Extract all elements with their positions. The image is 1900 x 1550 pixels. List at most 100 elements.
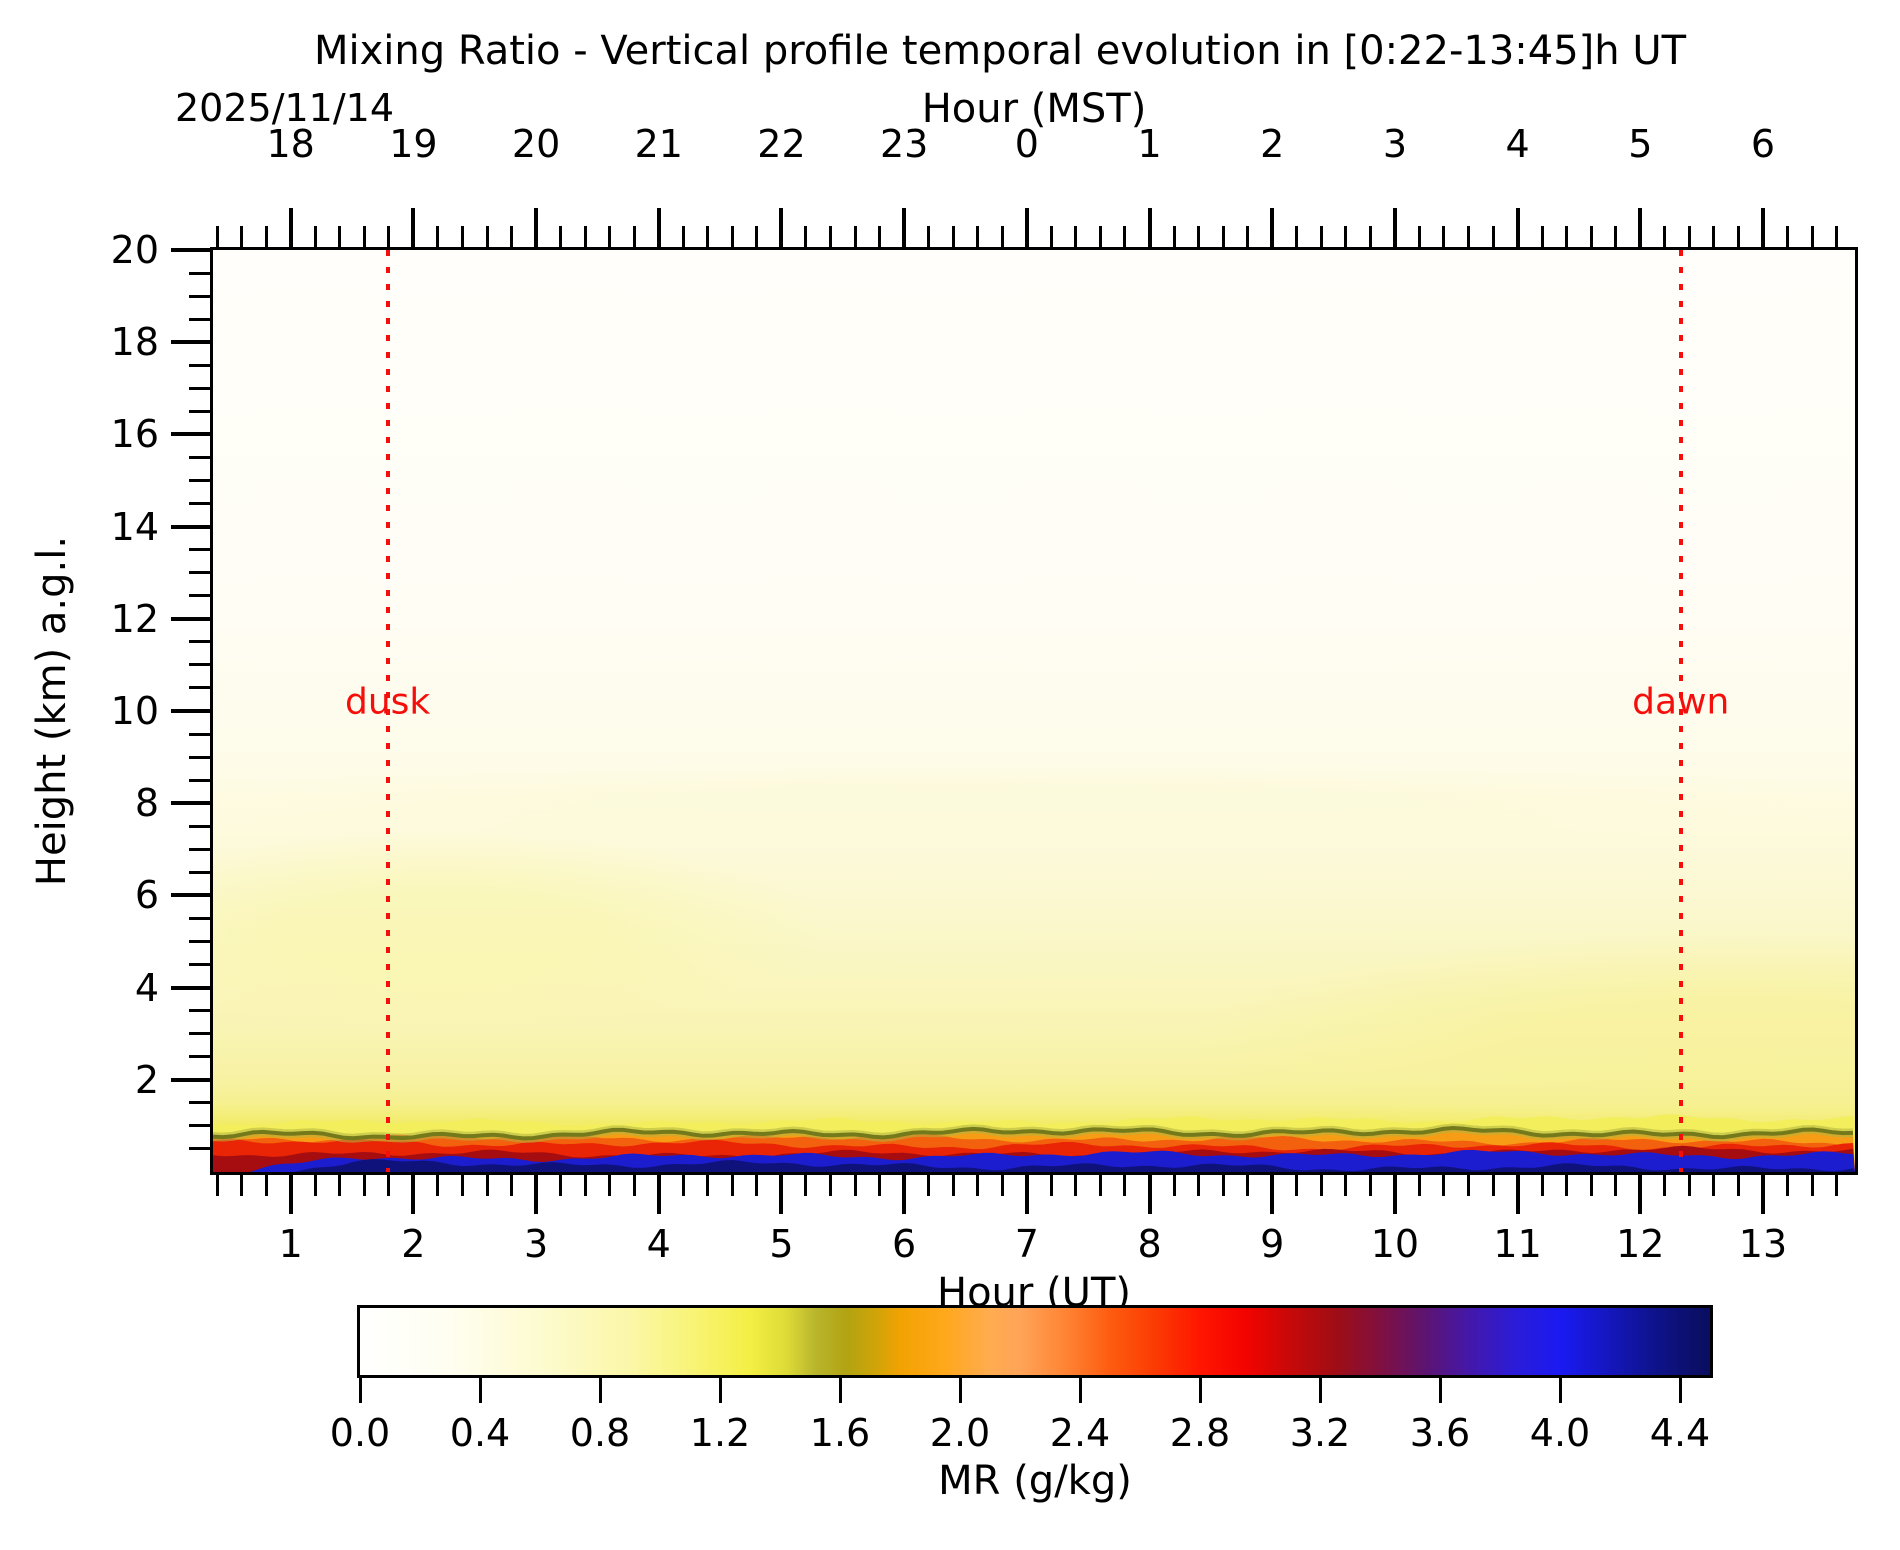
top-axis-minor-tick: [583, 226, 587, 250]
date-label: 2025/11/14: [175, 86, 395, 130]
x-axis-tick-label: 10: [1370, 1222, 1420, 1266]
x-axis-tick-label: 2: [401, 1222, 426, 1266]
x-axis-minor-tick: [1835, 1172, 1839, 1196]
x-axis-minor-tick: [1540, 1172, 1544, 1196]
x-axis-major-tick: [1147, 1172, 1152, 1214]
x-axis-minor-tick: [1368, 1172, 1372, 1196]
top-axis-minor-tick: [1712, 226, 1716, 250]
x-axis-minor-tick: [338, 1172, 342, 1196]
x-axis-major-tick: [1760, 1172, 1765, 1214]
top-axis-tick-label: 5: [1628, 122, 1653, 166]
heatmap-plot-area: dusk dawn: [210, 247, 1858, 1175]
y-axis-minor-tick: [189, 1009, 213, 1013]
top-axis-minor-tick: [632, 226, 636, 250]
top-axis-minor-tick: [1786, 226, 1790, 250]
y-axis-label: Height (km) a.g.l.: [29, 535, 75, 887]
top-axis-minor-tick: [951, 226, 955, 250]
colorbar-tick: [1558, 1375, 1562, 1403]
x-axis-minor-tick: [1663, 1172, 1667, 1196]
x-axis-minor-tick: [1442, 1172, 1446, 1196]
y-axis-major-tick: [171, 524, 213, 529]
y-axis-minor-tick: [189, 732, 213, 736]
chart-title: Mixing Ratio - Vertical profile temporal…: [313, 28, 1687, 74]
top-axis-minor-tick: [1687, 226, 1691, 250]
colorbar-tick: [958, 1375, 962, 1403]
top-axis-tick-label: 19: [389, 122, 438, 166]
haze-overlay: [213, 250, 1855, 1172]
top-axis-minor-tick: [681, 226, 685, 250]
dusk-label: dusk: [344, 681, 431, 723]
top-axis-minor-tick: [1614, 226, 1618, 250]
colorbar-tick: [358, 1375, 362, 1403]
y-axis-tick-label: 4: [134, 965, 159, 1010]
top-axis-minor-tick: [1049, 226, 1053, 250]
top-axis-minor-tick: [878, 226, 882, 250]
x-axis-minor-tick: [829, 1172, 833, 1196]
top-axis-minor-tick: [1319, 226, 1323, 250]
top-axis-major-tick: [1392, 208, 1397, 250]
y-axis-minor-tick: [189, 963, 213, 967]
top-axis-minor-tick: [804, 226, 808, 250]
top-axis-minor-tick: [1442, 226, 1446, 250]
y-axis-minor-tick: [189, 824, 213, 828]
colorbar-tick: [718, 1375, 722, 1403]
x-axis-minor-tick: [951, 1172, 955, 1196]
top-axis-minor-tick: [1589, 226, 1593, 250]
top-axis-minor-tick: [436, 226, 440, 250]
x-axis-minor-tick: [559, 1172, 563, 1196]
x-axis-major-tick: [656, 1172, 661, 1214]
y-axis-minor-tick: [189, 409, 213, 413]
colorbar-tick-label: 0.4: [449, 1411, 511, 1455]
top-axis-minor-tick: [1246, 226, 1250, 250]
x-axis-minor-tick: [1810, 1172, 1814, 1196]
top-axis-minor-tick: [1736, 226, 1740, 250]
x-axis-minor-tick: [1000, 1172, 1004, 1196]
top-axis-minor-tick: [1663, 226, 1667, 250]
y-axis-minor-tick: [189, 1147, 213, 1151]
x-axis-major-tick: [1638, 1172, 1643, 1214]
y-axis-minor-tick: [189, 571, 213, 575]
y-axis-minor-tick: [189, 916, 213, 920]
y-axis-minor-tick: [189, 479, 213, 482]
x-axis-minor-tick: [608, 1172, 612, 1196]
x-axis-minor-tick: [1712, 1172, 1716, 1196]
top-axis-minor-tick: [853, 226, 857, 250]
colorbar-tick-label: 3.6: [1409, 1411, 1471, 1455]
colorbar-tick-label: 4.0: [1529, 1411, 1591, 1455]
dawn-line: [1678, 250, 1683, 1172]
surface-moisture-bands: [213, 1114, 1855, 1172]
surface-band-path: [213, 1125, 1854, 1141]
x-axis-tick-label: 5: [769, 1222, 794, 1266]
top-axis-tick-label: 22: [757, 122, 806, 166]
top-axis-tick-label: 0: [1014, 122, 1039, 166]
x-axis-minor-tick: [215, 1172, 219, 1196]
colorbar-label: MR (g/kg): [938, 1458, 1132, 1504]
top-axis-tick-label: 4: [1505, 122, 1530, 166]
top-axis-minor-tick: [460, 226, 464, 250]
top-axis-minor-tick: [1810, 226, 1814, 250]
colorbar-tick: [1078, 1375, 1082, 1403]
top-axis-minor-tick: [1344, 226, 1348, 250]
y-axis-minor-tick: [189, 502, 213, 506]
colorbar-tick: [598, 1375, 602, 1403]
top-axis-tick-label: 23: [879, 122, 929, 166]
y-axis-major-tick: [171, 709, 213, 713]
top-axis-minor-tick: [706, 226, 710, 250]
colorbar-tick-label: 3.2: [1289, 1411, 1351, 1455]
y-axis-minor-tick: [189, 548, 213, 552]
x-axis-tick-label: 13: [1738, 1222, 1788, 1266]
top-axis-minor-tick: [362, 226, 366, 250]
top-axis-major-tick: [1270, 208, 1275, 250]
x-axis-minor-tick: [1074, 1172, 1078, 1196]
top-axis-minor-tick: [1491, 226, 1495, 250]
top-axis-minor-tick: [264, 226, 268, 250]
top-axis-minor-tick: [927, 226, 931, 250]
top-axis-tick-label: 6: [1750, 122, 1776, 166]
x-axis-minor-tick: [264, 1172, 268, 1196]
y-axis-tick-label: 14: [110, 504, 159, 549]
colorbar-tick-label: 1.6: [809, 1411, 871, 1455]
top-axis-minor-tick: [1565, 226, 1569, 250]
top-axis-minor-tick: [608, 226, 612, 250]
top-axis-minor-tick: [1197, 226, 1201, 250]
